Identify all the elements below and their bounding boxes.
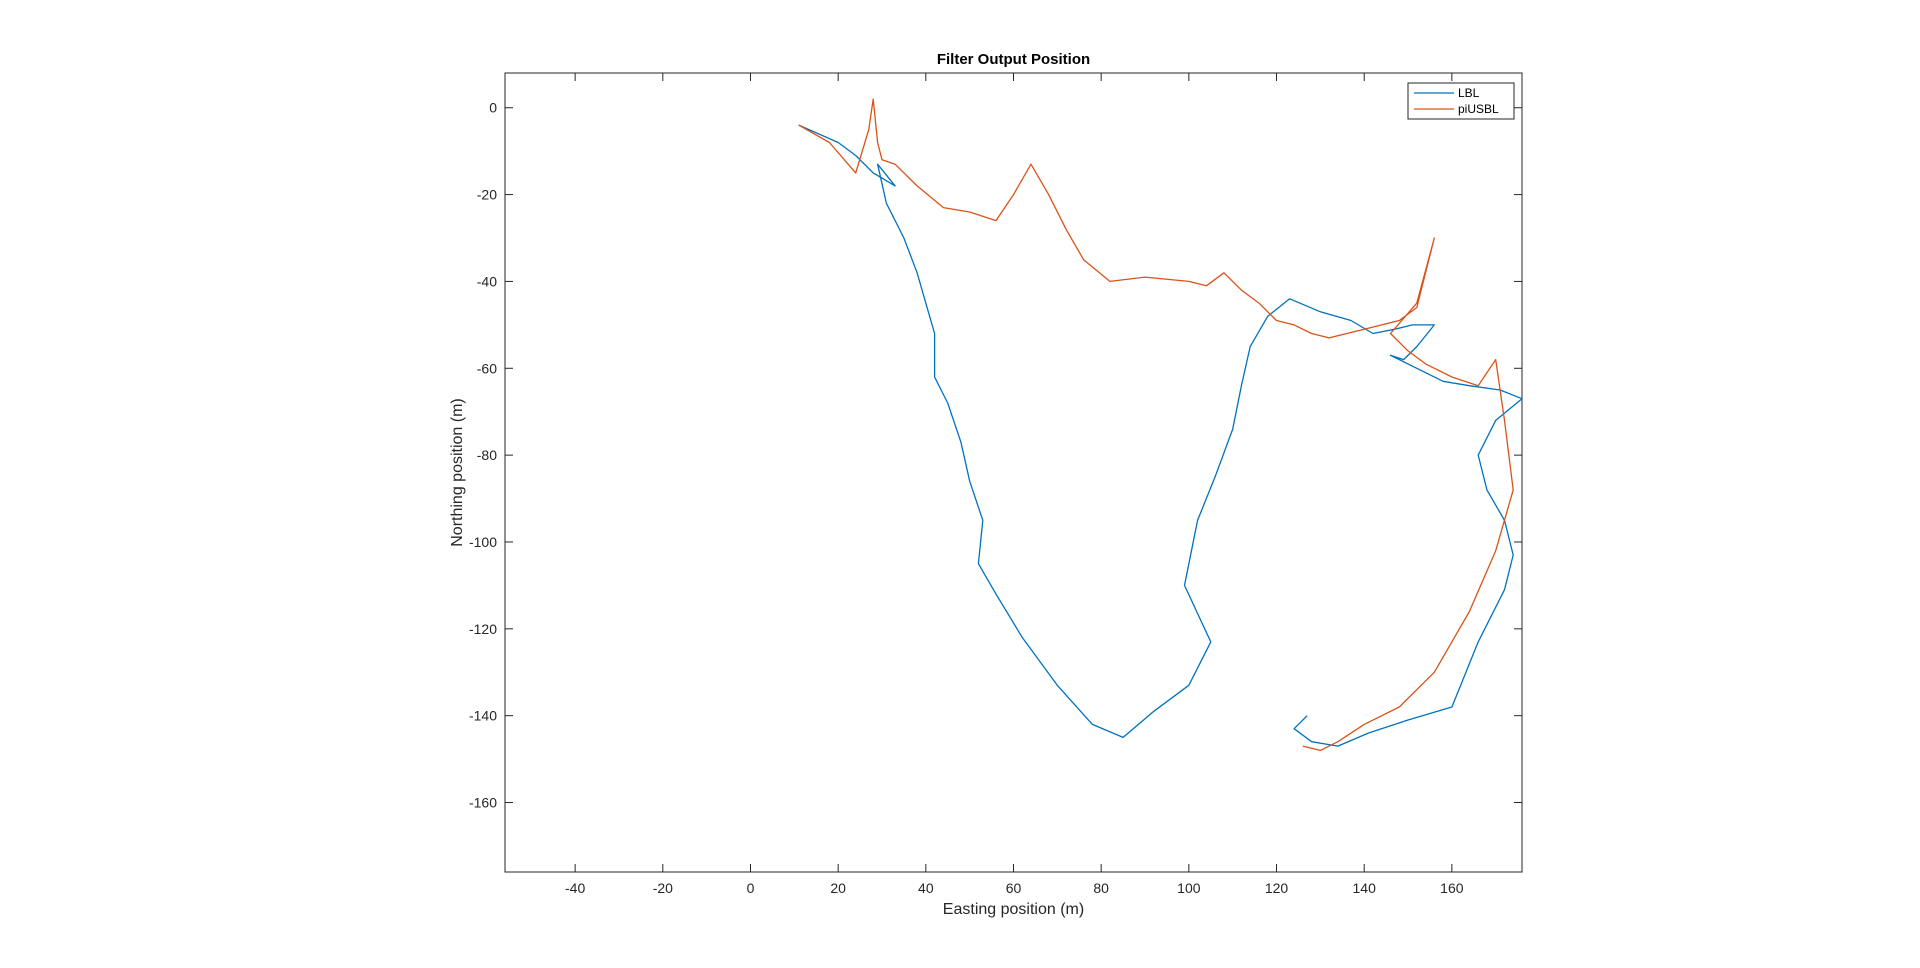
y-tick-label: -120 xyxy=(469,621,497,637)
y-tick-label: 0 xyxy=(489,100,497,116)
x-tick-label: 120 xyxy=(1265,880,1289,896)
y-tick-label: -160 xyxy=(469,795,497,811)
y-axis-label: Northing position (m) xyxy=(449,398,466,547)
series-layer xyxy=(798,98,1523,752)
legend-box xyxy=(1407,82,1515,120)
axes-box xyxy=(504,72,1523,873)
y-axis: 0 -20 -40 -60 -80 -100 -120 -140 -160 xyxy=(469,100,1522,811)
x-tick-label: 20 xyxy=(830,880,846,896)
legend: LBL piUSBL xyxy=(1407,82,1515,120)
x-axis-label: Easting position (m) xyxy=(943,901,1084,918)
x-tick-label: -40 xyxy=(565,880,585,896)
x-tick-label: 0 xyxy=(747,880,755,896)
y-tick-label: -60 xyxy=(477,360,497,376)
legend-label-piusbl: piUSBL xyxy=(1458,102,1499,116)
x-tick-label: 80 xyxy=(1093,880,1109,896)
y-tick-label: -40 xyxy=(477,273,497,289)
x-tick-label: 160 xyxy=(1440,880,1464,896)
y-tick-label: -80 xyxy=(477,447,497,463)
series-line-piusbl xyxy=(798,98,1514,752)
legend-label-lbl: LBL xyxy=(1458,86,1480,100)
x-tick-label: 100 xyxy=(1177,880,1201,896)
y-tick-label: -140 xyxy=(469,708,497,724)
chart-title: Filter Output Position xyxy=(937,51,1090,68)
x-tick-label: 140 xyxy=(1353,880,1377,896)
axes-rect xyxy=(504,72,1523,873)
x-tick-label: 60 xyxy=(1006,880,1022,896)
y-tick-label: -100 xyxy=(469,534,497,550)
x-tick-label: 40 xyxy=(918,880,934,896)
y-tick-label: -20 xyxy=(477,187,497,203)
x-tick-label: -20 xyxy=(653,880,673,896)
x-axis: -40 -20 0 20 40 60 80 100 120 140 160 xyxy=(565,73,1464,896)
